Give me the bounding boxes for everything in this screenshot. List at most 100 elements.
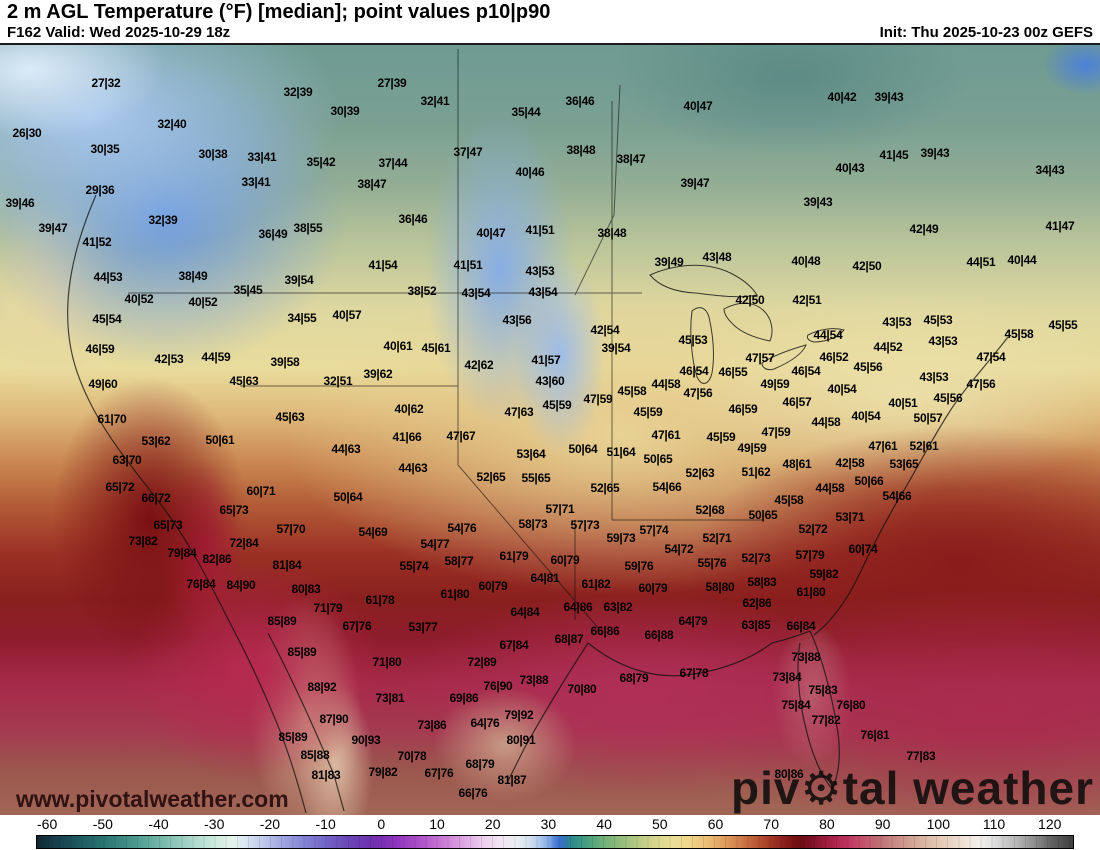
point-value: 40|54 — [851, 409, 881, 423]
point-value: 76|81 — [860, 728, 890, 742]
point-value: 39|43 — [874, 90, 904, 104]
point-value: 54|66 — [882, 489, 912, 503]
point-value: 64|81 — [530, 571, 560, 585]
point-value: 44|53 — [93, 270, 123, 284]
point-value: 40|47 — [476, 226, 506, 240]
point-value: 40|52 — [124, 292, 154, 306]
point-value: 44|58 — [651, 377, 681, 391]
point-value: 39|49 — [654, 255, 684, 269]
point-value: 46|52 — [819, 350, 849, 364]
colorbar-tick-label: 90 — [874, 816, 891, 832]
point-value: 44|63 — [331, 442, 361, 456]
point-value: 44|59 — [201, 350, 231, 364]
point-value: 42|53 — [154, 352, 184, 366]
point-value: 43|53 — [928, 334, 958, 348]
point-value: 43|56 — [502, 313, 532, 327]
point-value: 85|89 — [278, 730, 308, 744]
point-value: 64|84 — [510, 605, 540, 619]
point-value: 54|76 — [447, 521, 477, 535]
point-value: 43|54 — [461, 286, 491, 300]
point-value: 35|45 — [233, 283, 263, 297]
colorbar-tick-label: -10 — [315, 816, 336, 832]
colorbar-tick-label: -40 — [148, 816, 169, 832]
point-value: 40|44 — [1007, 253, 1037, 267]
point-value: 32|39 — [283, 85, 313, 99]
point-value: 44|58 — [811, 415, 841, 429]
point-value: 65|73 — [153, 518, 183, 532]
point-value: 77|82 — [811, 713, 841, 727]
point-value: 82|86 — [202, 552, 232, 566]
colorbar-tick-label: -20 — [259, 816, 281, 832]
point-value: 34|55 — [287, 311, 317, 325]
point-value: 44|52 — [873, 340, 903, 354]
point-value: 36|46 — [398, 212, 428, 226]
point-value: 39|54 — [284, 273, 314, 287]
point-value: 40|43 — [835, 161, 865, 175]
point-value: 44|54 — [813, 328, 843, 342]
point-value: 59|76 — [624, 559, 654, 573]
point-value: 29|36 — [85, 183, 115, 197]
point-value: 81|87 — [497, 773, 527, 787]
point-value: 70|80 — [567, 682, 597, 696]
point-value: 58|73 — [518, 517, 548, 531]
point-value: 46|54 — [791, 364, 821, 378]
point-value: 39|47 — [680, 176, 710, 190]
point-value: 60|79 — [638, 581, 668, 595]
point-value: 42|58 — [835, 456, 865, 470]
point-value: 38|52 — [407, 284, 437, 298]
point-value: 72|89 — [467, 655, 497, 669]
point-value: 67|76 — [424, 766, 454, 780]
point-value: 43|53 — [525, 264, 555, 278]
state-borders — [128, 49, 762, 631]
colorbar-segments — [37, 836, 1073, 848]
point-value: 87|90 — [319, 712, 349, 726]
point-value: 45|59 — [542, 398, 572, 412]
point-value: 57|74 — [639, 523, 669, 537]
point-value: 55|65 — [521, 471, 551, 485]
point-value: 46|55 — [718, 365, 748, 379]
point-value: 47|56 — [683, 386, 713, 400]
point-value: 38|48 — [566, 143, 596, 157]
point-value: 35|44 — [511, 105, 541, 119]
point-value: 45|63 — [275, 410, 305, 424]
colorbar-gradient — [36, 835, 1074, 849]
point-value: 41|47 — [1045, 219, 1075, 233]
point-value: 66|76 — [458, 786, 488, 800]
point-value: 26|30 — [12, 126, 42, 140]
point-value: 39|54 — [601, 341, 631, 355]
point-value: 61|80 — [796, 585, 826, 599]
point-value: 68|79 — [465, 757, 495, 771]
point-value: 40|61 — [383, 339, 413, 353]
point-value: 65|73 — [219, 503, 249, 517]
temperature-map: 27|32 32|39 30|39 26|30 32|40 30|35 30|38 33|41… — [0, 45, 1100, 815]
point-value: 85|88 — [300, 748, 330, 762]
point-value: 88|92 — [307, 680, 337, 694]
point-value: 81|83 — [311, 768, 341, 782]
point-value: 30|38 — [198, 147, 228, 161]
point-value: 47|59 — [583, 392, 613, 406]
point-value: 45|55 — [1048, 318, 1078, 332]
point-value: 47|63 — [504, 405, 534, 419]
point-value: 75|83 — [808, 683, 838, 697]
watermark-brand: piv⚙tal weather — [731, 765, 1094, 811]
point-value: 37|47 — [453, 145, 483, 159]
point-value: 50|57 — [913, 411, 943, 425]
point-value: 47|54 — [976, 350, 1006, 364]
point-value: 48|61 — [782, 457, 812, 471]
point-value: 80|83 — [291, 582, 321, 596]
point-value: 61|70 — [97, 412, 127, 426]
point-value: 54|66 — [652, 480, 682, 494]
point-value: 33|41 — [241, 175, 271, 189]
point-value: 44|51 — [966, 255, 996, 269]
point-value: 30|39 — [330, 104, 360, 118]
point-value: 57|79 — [795, 548, 825, 562]
point-value: 46|54 — [679, 364, 709, 378]
point-value: 46|57 — [782, 395, 812, 409]
point-value: 40|47 — [683, 99, 713, 113]
coastline — [67, 194, 1009, 814]
point-value: 42|50 — [735, 293, 765, 307]
point-value: 73|81 — [375, 691, 405, 705]
point-value: 32|41 — [420, 94, 450, 108]
point-value: 47|56 — [966, 377, 996, 391]
point-value: 65|72 — [105, 480, 135, 494]
